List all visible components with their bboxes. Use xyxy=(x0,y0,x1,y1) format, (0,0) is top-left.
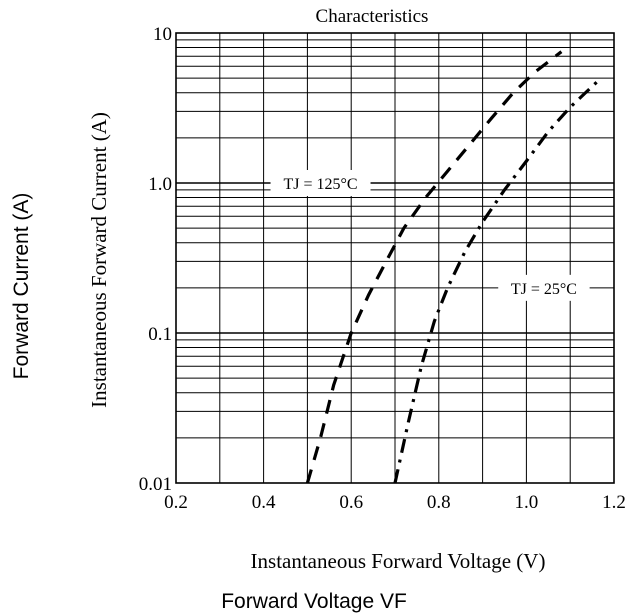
y-tick-label: 1.0 xyxy=(148,174,172,195)
outer-y-axis-label: Forward Current (A) xyxy=(10,193,33,380)
x-tick-label: 0.2 xyxy=(164,492,188,513)
y-axis-label: Instantaneous Forward Current (A) xyxy=(87,112,111,408)
grid-lines xyxy=(176,33,614,483)
x-axis-label: Instantaneous Forward Voltage (V) xyxy=(251,549,546,573)
y-tick-label: 10 xyxy=(153,24,172,45)
x-tick-label: 0.4 xyxy=(252,492,276,513)
x-tick-label: 1.2 xyxy=(602,492,626,513)
series-curves xyxy=(305,50,602,484)
series-line-0 xyxy=(305,50,563,484)
x-tick-label: 1.0 xyxy=(515,492,539,513)
x-tick-labels: 0.2 0.4 0.6 0.8 1.0 1.2 xyxy=(164,492,626,513)
annotation-background xyxy=(498,274,590,301)
y-tick-labels: 0.01 0.1 1.0 10 xyxy=(139,24,172,495)
series-annotations: TJ = 125°C TJ = 25°C xyxy=(270,170,590,301)
outer-x-axis-label: Forward Voltage VF xyxy=(221,590,407,613)
series-line-1 xyxy=(393,77,602,484)
chart-title: Characteristics xyxy=(316,6,429,27)
annotation-label: TJ = 125°C xyxy=(283,176,357,193)
y-tick-label: 0.1 xyxy=(148,324,172,345)
x-tick-label: 0.8 xyxy=(427,492,451,513)
x-tick-label: 0.6 xyxy=(339,492,363,513)
annotation-background xyxy=(270,170,371,196)
annotation-label: TJ = 25°C xyxy=(511,281,577,298)
y-tick-label: 0.01 xyxy=(139,474,172,495)
